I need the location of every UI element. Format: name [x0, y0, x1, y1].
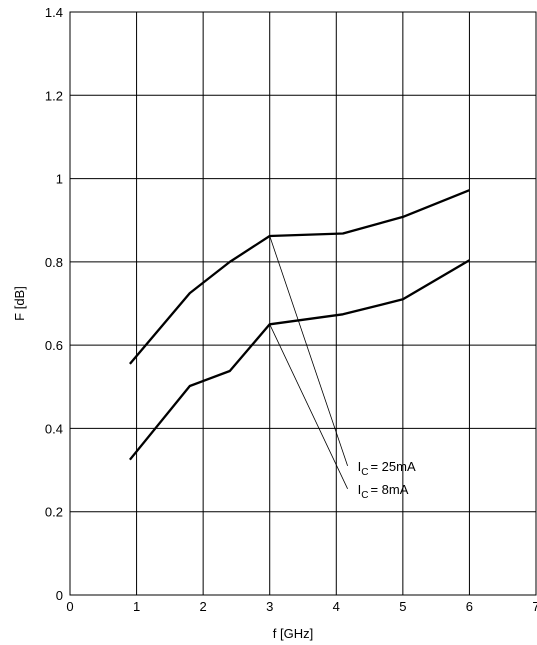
x-tick-label: 7	[532, 599, 537, 614]
series-line-8mA	[130, 260, 470, 460]
y-axis-title: F [dB]	[12, 286, 27, 321]
plot-frame	[70, 12, 536, 595]
y-tick-label: 0.2	[45, 505, 63, 520]
series-line-25mA	[130, 190, 470, 364]
y-tick-label: 0.4	[45, 421, 63, 436]
x-tick-label: 3	[266, 599, 273, 614]
x-tick-label: 4	[333, 599, 340, 614]
y-tick-label: 1	[56, 172, 63, 187]
x-tick-label: 6	[466, 599, 473, 614]
annotation-label: IC = 25mA	[358, 459, 416, 478]
y-tick-label: 0.8	[45, 255, 63, 270]
y-tick-label: 0	[56, 588, 63, 603]
tick-labels: 0 1 2 3 4 5 6 7 0 0.2 0.4 0.6 0.8 1 1.2 1.4	[45, 5, 537, 614]
x-tick-label: 0	[66, 599, 73, 614]
annotation-subscript: C	[361, 467, 368, 478]
annotation-value: = 25mA	[370, 459, 415, 474]
x-tick-label: 1	[133, 599, 140, 614]
y-tick-label: 1.4	[45, 5, 63, 20]
x-tick-label: 5	[399, 599, 406, 614]
annotation-subscript: C	[361, 490, 368, 501]
annotation-value: = 8mA	[370, 482, 408, 497]
annotation-label: IC = 8mA	[358, 482, 409, 501]
y-tick-label: 0.6	[45, 338, 63, 353]
annotations: IC = 25mA IC = 8mA	[270, 236, 416, 501]
x-tick-label: 2	[200, 599, 207, 614]
y-tick-label: 1.2	[45, 88, 63, 103]
x-axis-title: f [GHz]	[273, 626, 313, 641]
grid	[70, 12, 536, 595]
